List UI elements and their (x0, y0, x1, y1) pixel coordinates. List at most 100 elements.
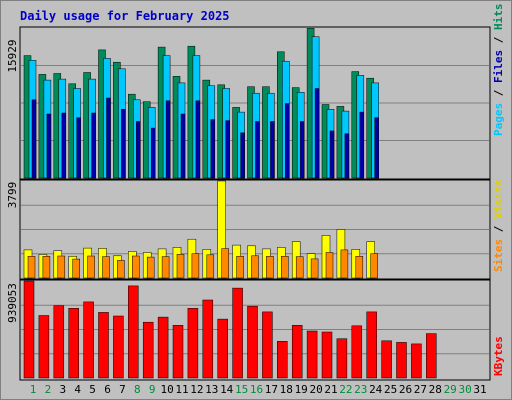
hits-bar-pages-1 (31, 99, 37, 179)
kbytes-bar-kbytes-27 (411, 343, 422, 379)
bar-marks (23, 28, 437, 379)
visits-bar-sites-2 (42, 256, 51, 279)
visits-bar-sites-8 (132, 255, 140, 279)
kbytes-bar-kbytes-10 (157, 316, 169, 379)
visits-bar-sites-18 (281, 256, 289, 279)
hits-bar-pages-14 (225, 120, 230, 179)
x-tick-label-31: 31 (473, 383, 486, 396)
hits-bar-pages-12 (195, 100, 201, 179)
kbytes-bar-kbytes-7 (113, 315, 124, 379)
legend-kbytes-panel: KBytes (492, 336, 505, 376)
hits-bar-pages-3 (61, 112, 67, 179)
x-tick-label-11: 11 (175, 383, 188, 396)
kbytes-bar-kbytes-2 (38, 315, 50, 379)
legend-pages: Pages (492, 103, 505, 136)
visits-bar-sites-21 (325, 252, 334, 279)
visits-bar-sites-9 (146, 256, 155, 279)
x-tick-label-23: 23 (354, 383, 367, 396)
legend-kbytes: KBytes (492, 336, 505, 376)
x-tick-label-30: 30 (458, 383, 471, 396)
hits-bar-pages-24 (374, 117, 379, 179)
x-tick-label-1: 1 (30, 383, 37, 396)
hits-bar-pages-9 (150, 127, 156, 179)
x-tick-label-10: 10 (160, 383, 173, 396)
hits-bar-pages-16 (255, 121, 260, 179)
x-tick-label-5: 5 (89, 383, 96, 396)
hits-bar-pages-19 (299, 121, 305, 179)
kbytes-bar-kbytes-4 (68, 308, 79, 379)
x-tick-label-4: 4 (74, 383, 81, 396)
visits-bar-sites-17 (266, 256, 274, 279)
hits-max-label: 15929 (6, 39, 19, 72)
visits-bar-sites-6 (102, 256, 110, 279)
hits-bar-pages-21 (329, 130, 335, 179)
x-tick-label-29: 29 (444, 383, 457, 396)
hits-bar-pages-7 (121, 109, 126, 179)
hits-bar-pages-8 (136, 121, 141, 179)
kbytes-bar-kbytes-16 (247, 305, 258, 379)
visits-max-label: 3799 (6, 182, 19, 209)
hits-bar-pages-10 (165, 100, 171, 179)
x-tick-label-13: 13 (205, 383, 218, 396)
x-tick-label-3: 3 (59, 383, 66, 396)
hits-bar-pages-4 (76, 117, 81, 179)
visits-bar-sites-22 (340, 249, 349, 279)
visits-bar-sites-13 (206, 254, 215, 279)
svg-text:Sites / Visits: Sites / Visits (492, 179, 505, 272)
visits-bar-sites-5 (87, 255, 95, 279)
visits-bar-sites-24 (370, 253, 378, 279)
visits-bar-sites-12 (191, 253, 200, 279)
visits-bar-sites-19 (295, 256, 304, 279)
x-tick-label-8: 8 (134, 383, 141, 396)
kbytes-bar-kbytes-14 (217, 318, 228, 379)
x-tick-label-27: 27 (414, 383, 427, 396)
x-tick-label-20: 20 (309, 383, 322, 396)
x-tick-label-22: 22 (339, 383, 352, 396)
visits-bar-sites-16 (251, 255, 259, 279)
kbytes-bar-kbytes-15 (232, 287, 243, 379)
hits-bar-pages-6 (106, 97, 111, 179)
kbytes-bar-kbytes-26 (396, 342, 407, 379)
hits-bar-pages-20 (314, 88, 320, 179)
x-tick-label-26: 26 (399, 383, 412, 396)
hits-bar-pages-15 (240, 132, 245, 179)
hits-bar-pages-11 (180, 113, 186, 179)
kbytes-bar-kbytes-9 (142, 321, 154, 379)
x-tick-label-7: 7 (119, 383, 126, 396)
kbytes-bar-kbytes-12 (187, 308, 199, 379)
x-tick-label-12: 12 (190, 383, 203, 396)
hits-bar-pages-17 (270, 121, 275, 179)
svg-text:Pages / Files / Hits: Pages / Files / Hits (492, 4, 505, 137)
kbytes-bar-kbytes-18 (277, 341, 288, 379)
legend-visits-panel: Sites / Visits (492, 179, 505, 272)
x-tick-label-25: 25 (384, 383, 397, 396)
visits-bar-sites-11 (176, 254, 185, 279)
kbytes-max-label: 939053 (6, 283, 19, 323)
x-tick-label-18: 18 (280, 383, 293, 396)
legend-visits: Visits (492, 179, 505, 219)
kbytes-bar-kbytes-13 (202, 299, 214, 379)
kbytes-bar-kbytes-8 (128, 285, 139, 379)
kbytes-bar-kbytes-11 (172, 325, 184, 379)
kbytes-bar-kbytes-25 (381, 340, 392, 379)
visits-bar-sites-20 (310, 258, 319, 279)
visits-bar-sites-15 (236, 256, 244, 279)
hits-bar-pages-13 (210, 119, 216, 179)
legend-hits: Hits (492, 4, 505, 31)
kbytes-bar-kbytes-23 (351, 325, 363, 379)
x-tick-label-17: 17 (265, 383, 278, 396)
kbytes-bar-kbytes-28 (426, 333, 437, 379)
x-axis-labels: 1 2 3 4 5 6 7 8 9 10 11 12 13 14 15 16 17 18 19 20 21 22 23 24 2… (30, 383, 487, 396)
kbytes-bar-kbytes-3 (53, 305, 65, 379)
kbytes-bar-kbytes-20 (306, 330, 318, 379)
hits-bar-pages-23 (359, 111, 365, 179)
kbytes-bar-kbytes-1 (23, 280, 35, 379)
kbytes-bar-kbytes-17 (262, 311, 273, 379)
x-tick-label-19: 19 (295, 383, 308, 396)
visits-bar-sites-7 (117, 260, 125, 279)
hits-bar-pages-5 (91, 112, 96, 179)
legend-hits-panel: Pages / Files / Hits (492, 4, 505, 137)
visits-bar-sites-1 (27, 256, 36, 279)
x-tick-label-28: 28 (429, 383, 442, 396)
visits-bar-sites-23 (355, 256, 364, 279)
